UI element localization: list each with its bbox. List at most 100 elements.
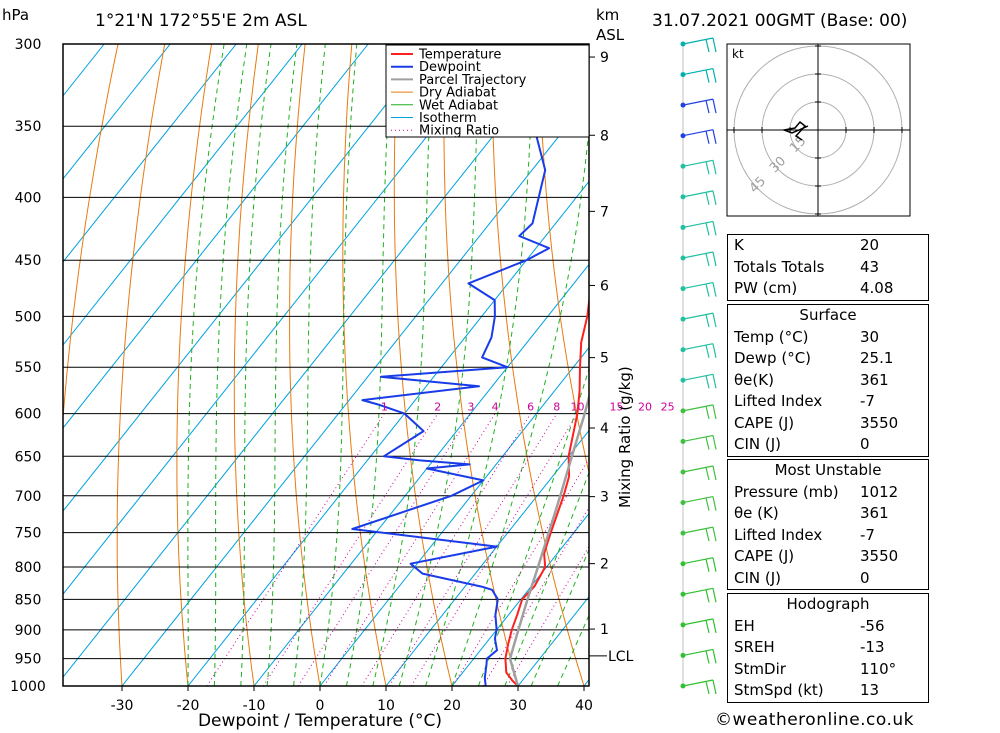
wind-barb-shaft [682,343,714,351]
x-tick-label: -30 [111,698,134,714]
mixing-ratio-label: 1 [381,401,388,414]
wind-barb-flag [705,620,710,633]
wind-barb-flag [705,344,710,358]
wind-barb [680,434,717,450]
dry-adiabat-line [443,44,519,686]
wind-barb-shaft [682,495,714,504]
wind-barb-flag [705,283,710,297]
wind-barb-flag [712,679,717,695]
height-tick-label: 1 [600,622,609,638]
wind-barb-flag [712,649,717,664]
wind-barb-shaft [682,404,714,412]
dewpoint-line [351,44,551,686]
wet-adiabat-line [425,44,535,686]
pressure-tick-label: 900 [15,623,42,639]
most-unstable-title: Most Unstable [774,461,882,479]
wind-barb-flag [712,313,717,328]
wind-barb-flag [712,496,717,511]
wind-barb-flag [712,588,717,603]
wind-barb-shaft [682,251,714,259]
wind-barb-flag [712,99,717,114]
wind-barb [680,251,717,267]
asl-unit: ASL [596,26,625,44]
wind-barb-shaft [682,312,714,320]
height-tick-label: 8 [600,128,609,144]
wind-barb-shaft [682,67,714,76]
wet-adiabat-line [213,44,248,686]
pw-row: PW (cm) 4.08 [734,279,894,297]
pressure-tick-label: 400 [15,190,42,206]
hodograph-trace [781,120,809,141]
wind-barb-shaft [682,526,714,534]
pressure-tick-label: 350 [15,119,42,135]
wind-barb-flag [712,129,717,144]
wind-barb [680,220,717,236]
mixing-ratio-line [452,457,589,686]
dry-adiabat-line [342,44,387,686]
wet-adiabat-line [319,44,358,686]
wind-barb [680,37,717,53]
wind-barb-flag [705,161,710,175]
hodograph-stats-title: Hodograph [786,595,870,613]
dry-adiabat-line [176,44,212,686]
x-tick-label: 30 [509,698,527,714]
height-tick-label: 6 [600,278,609,294]
isotherm-line [319,346,589,686]
legend-label: Wet Adiabat [419,98,498,113]
wind-barb [680,281,717,297]
wet-adiabat-line [398,44,481,686]
dry-adiabat-line [63,44,119,424]
parcel-trajectory-line [508,392,589,686]
x-tick-label: -10 [243,698,266,714]
wind-barb-flag [705,100,710,114]
mixing-ratio-line [506,545,589,686]
wind-barb-shaft [682,373,714,381]
hpa-unit: hPa [2,6,29,24]
datetime: 31.07.2021 00GMT (Base: 00) [652,11,907,31]
height-tick-label: 5 [600,351,609,367]
wind-barb [680,557,717,572]
wet-adiabat-line [187,44,225,686]
wind-barb-flag [705,467,710,481]
x-axis-title: Dewpoint / Temperature (°C) [198,711,442,731]
wind-barb-flag [705,192,710,205]
isotherm-line [187,180,589,686]
credit-text: ©weatheronline.co.uk [715,710,915,730]
wind-barb-flag [712,527,717,542]
totals-totals-row: Totals Totals 43 [734,257,880,276]
wind-barb [680,618,717,633]
pressure-tick-label: 700 [15,489,42,505]
isotherm-line [451,512,589,686]
mixing-ratio-label: 2 [434,401,441,414]
legend-label: Isotherm [419,111,477,126]
pressure-tick-label: 300 [15,37,42,53]
dry-adiabat-line [233,44,259,686]
wind-barbs [680,37,717,695]
wind-barb-flag [712,374,717,389]
legend-label: Mixing Ratio [419,124,499,139]
temperature-line [504,293,589,686]
km-unit: km [596,6,619,24]
lcl-label: LCL [608,649,634,665]
mixing-ratio-line [262,413,439,686]
wind-barb-flag [705,375,710,389]
wind-barb [680,679,717,695]
location-title: 1°21'N 172°55'E 2m ASL [95,11,307,31]
dry-adiabat-line [960,44,1000,686]
wind-barb-shaft [682,679,714,687]
wind-barb-flag [705,222,710,236]
wind-barb-shaft [682,159,714,167]
wind-barb-flag [712,404,717,419]
plot-frame [62,43,590,687]
pressure-tick-label: 450 [15,253,42,269]
wet-adiabat-line [293,44,326,686]
pressure-tick-label: 550 [15,360,42,376]
wet-adiabat-line [557,614,589,686]
height-tick-label: 7 [600,204,609,220]
most-unstable-panel: Most Unstable Pressure (mb) 1012 θe (K) 36… [727,459,929,590]
wind-barb [680,159,717,175]
wind-barb-flag [705,253,710,267]
wind-barb-flag [705,650,710,664]
